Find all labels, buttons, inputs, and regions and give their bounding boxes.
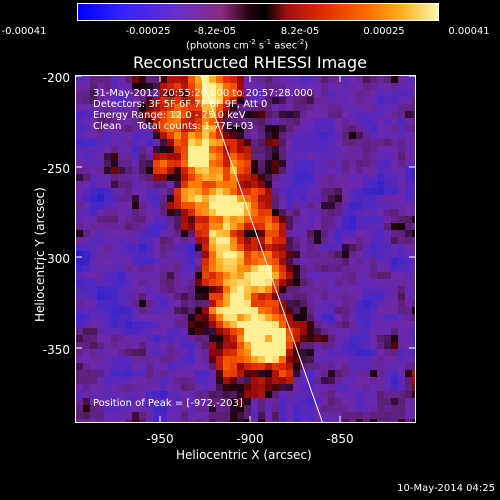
colorbar-tick: -0.00041 <box>1 26 47 37</box>
colorbar-gradient <box>78 4 438 20</box>
limb-line <box>200 76 323 422</box>
info-time-range: 31-May-2012 20:55:20.000 to 20:57:28.000 <box>93 88 313 99</box>
colorbar-tick: 0.00041 <box>448 26 490 37</box>
y-tick-label: -300 <box>42 252 70 266</box>
colorbar-tick: 0.00025 <box>363 26 405 37</box>
colorbar-tick: -8.2e-05 <box>194 26 236 37</box>
peak-position: Position of Peak = [-972,-203] <box>93 398 243 409</box>
rhessi-image-heatmap <box>76 76 415 422</box>
y-axis-label: Heliocentric Y (arcsec) <box>33 187 47 322</box>
info-energy-range: Energy Range: 12.0 - 25.0 keV <box>93 110 246 121</box>
y-tick-label: -250 <box>42 162 70 176</box>
y-tick-label: -350 <box>42 343 70 357</box>
y-tick-label: -200 <box>42 71 70 85</box>
x-tick-label: -900 <box>236 432 264 446</box>
x-tick-label: -850 <box>326 432 354 446</box>
x-axis-label: Heliocentric X (arcsec) <box>176 448 312 462</box>
colorbar-tick: -0.00025 <box>125 26 171 37</box>
colorbar-tick: 8.2e-05 <box>280 26 320 37</box>
page-title: Reconstructed RHESSI Image <box>133 53 367 72</box>
colorbar-units: (photons cm-2 s-1 asec-2) <box>186 38 309 52</box>
date-stamp: 10-May-2014 04:25 <box>397 483 495 494</box>
rhessi-image-plot: 31-May-2012 20:55:20.000 to 20:57:28.000… <box>75 75 416 423</box>
x-tick-label: -950 <box>146 432 174 446</box>
info-detectors: Detectors: 3F 5F 6F 7F 8F 9F, Att 0 <box>93 99 268 110</box>
info-total-counts: Clean Total counts: 1.77E+03 <box>93 121 254 132</box>
colorbar <box>77 3 439 21</box>
